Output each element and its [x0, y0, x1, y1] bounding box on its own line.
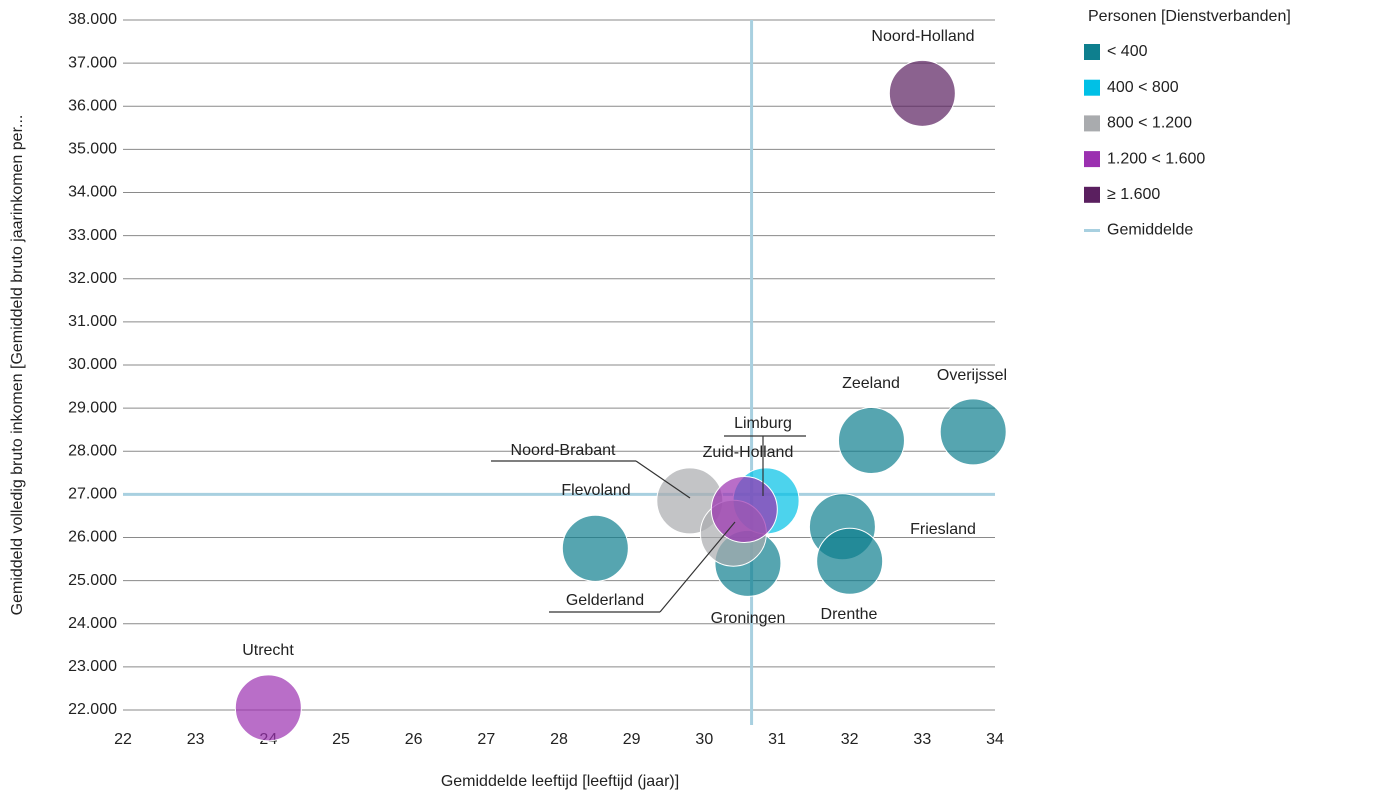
x-tick-label: 22 [114, 731, 132, 748]
x-tick-label: 30 [695, 731, 713, 748]
x-tick-label: 31 [768, 731, 786, 748]
point-label: Flevoland [561, 482, 630, 499]
y-tick-label: 33.000 [68, 227, 117, 244]
bubble [710, 475, 778, 543]
x-tick-label: 29 [623, 731, 641, 748]
legend-swatch [1084, 115, 1100, 132]
point-label: Gelderland [566, 592, 644, 609]
point-label: Limburg [734, 415, 792, 432]
y-tick-label: 25.000 [68, 572, 117, 589]
y-tick-label: 24.000 [68, 615, 117, 632]
legend-swatch [1084, 151, 1100, 168]
legend-swatch [1084, 79, 1100, 96]
y-tick-label: 27.000 [68, 486, 117, 503]
leader-line [659, 521, 736, 613]
bubble [939, 398, 1007, 466]
y-tick-label: 36.000 [68, 97, 117, 114]
legend-swatch [1084, 186, 1100, 203]
y-tick-label: 35.000 [68, 141, 117, 158]
x-tick-label: 32 [841, 731, 859, 748]
y-tick-label: 26.000 [68, 529, 117, 546]
x-tick-label: 33 [913, 731, 931, 748]
point-label: Noord-Brabant [511, 442, 617, 459]
x-tick-label: 27 [477, 731, 495, 748]
bubble [561, 514, 629, 582]
point-label: Overijssel [937, 367, 1007, 384]
y-tick-label: 32.000 [68, 270, 117, 287]
y-tick-label: 31.000 [68, 313, 117, 330]
point-label: Zeeland [842, 375, 900, 392]
point-label: Noord-Holland [871, 28, 974, 45]
legend-label: 1.200 < 1.600 [1107, 150, 1205, 167]
y-tick-label: 30.000 [68, 356, 117, 373]
y-tick-label: 28.000 [68, 442, 117, 459]
bubble [888, 59, 956, 127]
legend-label: 400 < 800 [1107, 79, 1179, 96]
x-axis-label: Gemiddelde leeftijd [leeftijd (jaar)] [441, 773, 679, 790]
legend-title: Personen [Dienstverbanden] [1088, 8, 1291, 25]
point-label: Utrecht [242, 642, 294, 659]
bubble [234, 674, 302, 742]
y-tick-label: 37.000 [68, 54, 117, 71]
point-label: Zuid-Holland [703, 444, 794, 461]
x-tick-label: 25 [332, 731, 350, 748]
legend-label: Gemiddelde [1107, 222, 1193, 239]
y-tick-label: 23.000 [68, 658, 117, 675]
x-tick-label: 34 [986, 731, 1004, 748]
point-label: Groningen [711, 610, 786, 627]
x-tick-label: 23 [187, 731, 205, 748]
x-tick-label: 28 [550, 731, 568, 748]
x-tick-label: 26 [405, 731, 423, 748]
bubble [816, 527, 884, 595]
legend-label: < 400 [1107, 43, 1148, 60]
legend-label: ≥ 1.600 [1107, 186, 1160, 203]
y-tick-label: 29.000 [68, 399, 117, 416]
point-label: Friesland [910, 521, 976, 538]
y-tick-label: 38.000 [68, 11, 117, 28]
y-tick-label: 34.000 [68, 184, 117, 201]
legend-label: 800 < 1.200 [1107, 115, 1192, 132]
leader-line [635, 460, 691, 499]
y-tick-label: 22.000 [68, 701, 117, 718]
y-axis-label: Gemiddeld volledig bruto inkomen [Gemidd… [9, 115, 26, 616]
point-label: Drenthe [821, 606, 878, 623]
legend-swatch [1084, 44, 1100, 60]
bubble [837, 406, 905, 474]
